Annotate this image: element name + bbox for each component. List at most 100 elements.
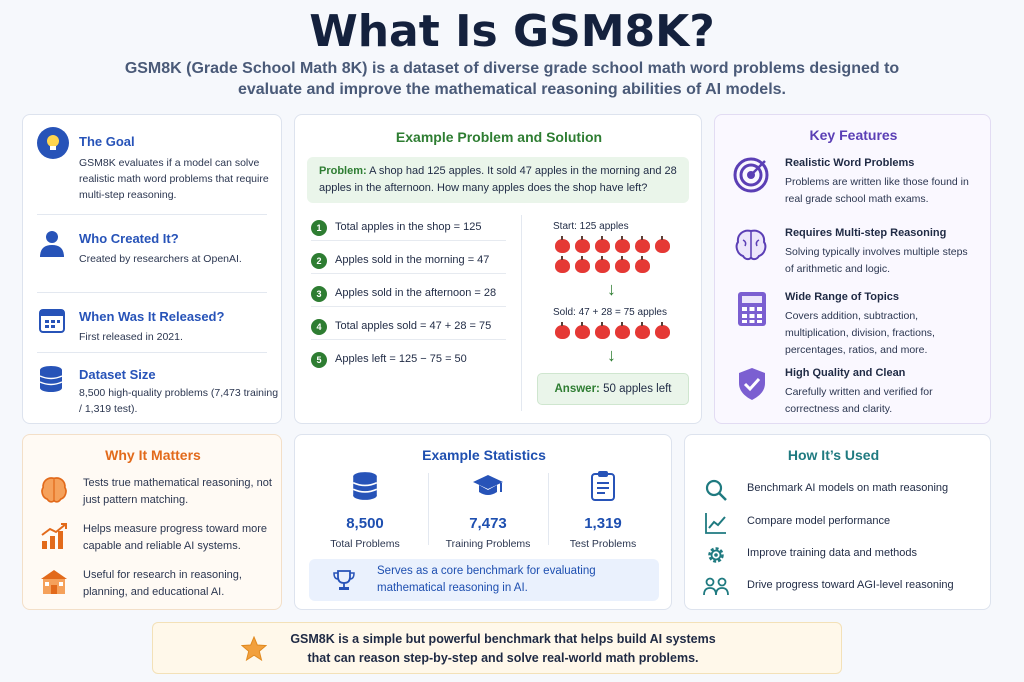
apple-icon xyxy=(655,236,670,253)
apple-icon xyxy=(655,322,670,339)
usage-text: Compare model performance xyxy=(747,515,891,527)
apple-icon xyxy=(575,236,590,253)
apple-icon xyxy=(615,236,630,253)
feature-text: Problems are written like those found in… xyxy=(785,176,969,205)
target-icon xyxy=(733,157,769,193)
stat-label: Total Problems xyxy=(330,538,400,550)
feature-title: High Quality and Clean xyxy=(785,367,906,379)
usage-item: Drive progress toward AGI-level reasonin… xyxy=(703,576,993,598)
why-text: Useful for research in reasoning, planni… xyxy=(83,569,242,598)
solution-step: 2 Apples sold in the morning = 47 xyxy=(311,252,506,274)
apple-icon xyxy=(595,236,610,253)
solution-step: 5 Apples left = 125 − 75 = 50 xyxy=(311,351,506,373)
school-icon xyxy=(41,570,67,594)
creator-section: Who Created It? Created by researchers a… xyxy=(37,227,277,287)
benchmark-banner: Serves as a core benchmark for evaluatin… xyxy=(309,559,659,601)
apple-icon xyxy=(555,236,570,253)
usage-text: Drive progress toward AGI-level reasonin… xyxy=(747,579,954,591)
trophy-icon xyxy=(333,570,355,590)
lightbulb-icon xyxy=(37,127,69,159)
line-chart-icon xyxy=(705,513,726,534)
release-text: First released in 2021. xyxy=(79,331,183,343)
apple-icon xyxy=(575,322,590,339)
step-text: Apples left = 125 − 75 = 50 xyxy=(335,353,467,365)
solution-step: 1 Total apples in the shop = 125 xyxy=(311,219,506,241)
graduation-cap-icon xyxy=(473,475,503,495)
star-icon xyxy=(241,636,267,662)
apple-icon xyxy=(635,236,650,253)
step-number: 1 xyxy=(311,220,327,236)
step-text: Total apples in the shop = 125 xyxy=(335,221,482,233)
why-card: Why It Matters Tests true mathematical r… xyxy=(22,434,282,610)
stat-divider xyxy=(428,473,429,545)
column-divider xyxy=(521,215,522,411)
stat-training: 7,473 Training Problems xyxy=(428,471,548,550)
magnifier-icon xyxy=(705,479,727,501)
usage-text: Improve training data and methods xyxy=(747,547,917,559)
why-text: Tests true mathematical reasoning, not j… xyxy=(83,477,272,506)
feature-text: Carefully written and verified for corre… xyxy=(785,386,933,415)
apple-icon xyxy=(555,322,570,339)
why-text: Helps measure progress toward more capab… xyxy=(83,523,268,552)
usage-item: Improve training data and methods xyxy=(703,544,993,566)
usage-item: Compare model performance xyxy=(703,512,993,534)
step-text: Apples sold in the afternoon = 28 xyxy=(335,287,497,299)
feature-item: High Quality and Clean Carefully written… xyxy=(733,367,983,417)
problem-text: A shop had 125 apples. It sold 47 apples… xyxy=(319,165,677,194)
page-subtitle: GSM8K (Grade School Math 8K) is a datase… xyxy=(124,60,900,98)
feature-item: Requires Multi-step Reasoning Solving ty… xyxy=(733,227,983,287)
usage-title: How It’s Used xyxy=(787,447,880,463)
stat-label: Test Problems xyxy=(569,538,637,550)
stat-value: 7,473 xyxy=(469,515,507,532)
database-icon xyxy=(352,472,378,500)
usage-card: How It’s Used Benchmark AI models on mat… xyxy=(684,434,991,610)
sold-label: Sold: 47 + 28 = 75 apples xyxy=(553,307,667,318)
why-title: Why It Matters xyxy=(105,447,201,463)
usage-item: Benchmark AI models on math reasoning xyxy=(703,479,993,501)
feature-title: Realistic Word Problems xyxy=(785,157,915,169)
step-number: 4 xyxy=(311,319,327,335)
clipboard-icon xyxy=(591,471,615,501)
problem-label: Problem: xyxy=(319,165,367,177)
arrow-down-icon: ↓ xyxy=(607,345,616,365)
size-text: 8,500 high-quality problems (7,473 train… xyxy=(79,387,279,415)
calendar-icon xyxy=(39,309,65,333)
banner-text: Serves as a core benchmark for evaluatin… xyxy=(377,565,596,594)
step-text: Apples sold in the morning = 47 xyxy=(335,254,490,266)
apple-icon xyxy=(635,322,650,339)
divider xyxy=(37,292,267,293)
step-number: 2 xyxy=(311,253,327,269)
arrow-down-icon: ↓ xyxy=(607,279,616,299)
answer-box: Answer: 50 apples left xyxy=(537,373,689,405)
apple-icon xyxy=(615,256,630,273)
features-card: Key Features Realistic Word Problems Pro… xyxy=(714,114,991,424)
step-number: 3 xyxy=(311,286,327,302)
apple-icon xyxy=(635,256,650,273)
apple-icon xyxy=(575,256,590,273)
footer-text: GSM8K is a simple but powerful benchmark… xyxy=(290,632,716,665)
start-label: Start: 125 apples xyxy=(553,221,629,232)
feature-text: Covers addition, subtraction, multiplica… xyxy=(785,310,935,356)
creator-text: Created by researchers at OpenAI. xyxy=(79,253,242,265)
goal-text: GSM8K evaluates if a model can solve rea… xyxy=(79,157,269,201)
database-icon xyxy=(39,366,63,392)
stats-card: Example Statistics 8,500 Total Problems … xyxy=(294,434,672,610)
features-title: Key Features xyxy=(809,127,898,143)
footer-banner: GSM8K is a simple but powerful benchmark… xyxy=(152,622,842,674)
step-text: Total apples sold = 47 + 28 = 75 xyxy=(335,320,492,332)
feature-title: Requires Multi-step Reasoning xyxy=(785,227,947,239)
why-item: Useful for research in reasoning, planni… xyxy=(37,567,287,603)
stat-divider xyxy=(548,473,549,545)
example-title: Example Problem and Solution xyxy=(395,129,603,145)
feature-item: Realistic Word Problems Problems are wri… xyxy=(733,157,983,217)
release-section: When Was It Released? First released in … xyxy=(37,305,277,350)
size-section: Dataset Size 8,500 high-quality problems… xyxy=(37,363,279,418)
brain-icon xyxy=(735,229,767,261)
usage-text: Benchmark AI models on math reasoning xyxy=(747,482,949,494)
stat-value: 1,319 xyxy=(584,515,622,532)
size-title: Dataset Size xyxy=(79,367,156,382)
stat-value: 8,500 xyxy=(346,515,384,532)
why-item: Tests true mathematical reasoning, not j… xyxy=(37,475,287,511)
goal-section: The Goal GSM8K evaluates if a model can … xyxy=(37,127,277,207)
people-icon xyxy=(703,577,729,596)
